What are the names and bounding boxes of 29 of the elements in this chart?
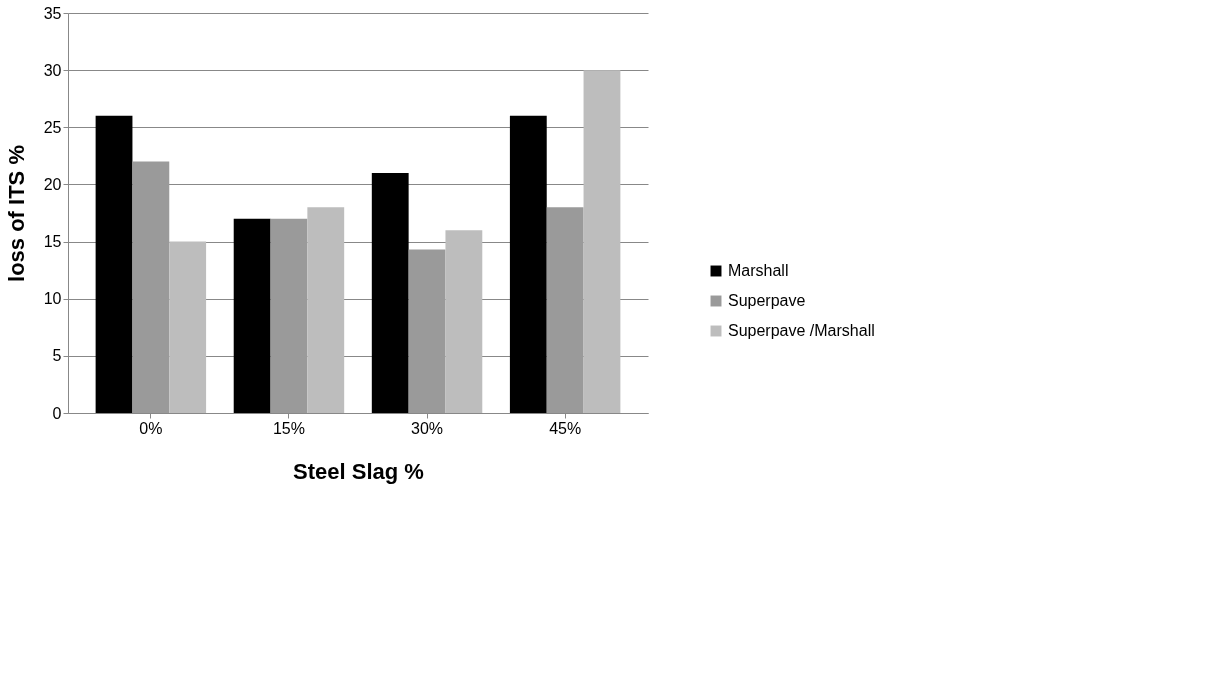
x-tick-label: 0% — [139, 419, 163, 437]
y-tick-label: 35 — [43, 4, 62, 22]
x-axis-title: Steel Slag % — [293, 458, 424, 484]
y-tick-label: 10 — [43, 290, 62, 308]
y-tick-label: 0 — [52, 404, 62, 422]
y-tick-label: 25 — [43, 118, 62, 136]
bar — [132, 161, 170, 413]
y-tick-label: 20 — [43, 175, 62, 193]
bar — [233, 218, 271, 413]
bar — [371, 173, 409, 413]
bar — [408, 249, 446, 413]
bar — [307, 207, 345, 413]
bar — [509, 115, 547, 413]
x-tick-label: 45% — [549, 419, 582, 437]
x-tick-label: 15% — [272, 419, 305, 437]
y-tick-label: 5 — [52, 347, 62, 365]
x-tick-label: 30% — [411, 419, 444, 437]
bar — [445, 230, 483, 413]
y-tick-label: 15 — [43, 233, 62, 251]
legend-label: Marshall — [728, 262, 789, 279]
bar — [583, 70, 621, 413]
bar — [546, 207, 584, 413]
bar — [169, 241, 207, 413]
y-axis-title: loss of ITS % — [3, 145, 29, 282]
bar — [95, 115, 133, 413]
legend-label: Superpave — [728, 292, 806, 309]
y-tick-label: 30 — [43, 61, 62, 79]
legend-label: Superpave /Marshall — [728, 322, 875, 339]
bar — [270, 218, 308, 413]
